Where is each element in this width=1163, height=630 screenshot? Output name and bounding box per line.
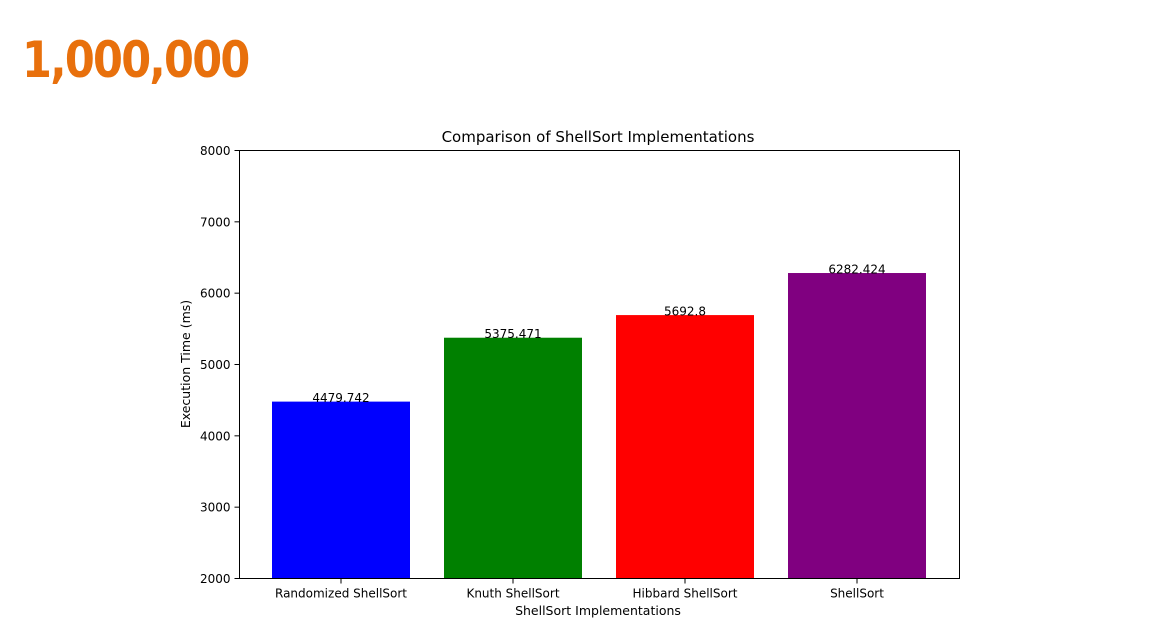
y-tick-label: 7000 [200, 215, 231, 229]
x-tick-label: Hibbard ShellSort [633, 587, 738, 601]
bar-value-label: 5375.471 [484, 327, 541, 341]
y-tick-label: 5000 [200, 358, 231, 372]
y-tick-label: 2000 [200, 572, 231, 586]
y-tick-label: 3000 [200, 501, 231, 515]
bar-hibbard-shellsort [616, 315, 754, 579]
y-tick-label: 4000 [200, 429, 231, 443]
bar-knuth-shellsort [444, 337, 582, 579]
bar-value-label: 4479.742 [312, 391, 369, 405]
chart-title: Comparison of ShellSort Implementations [442, 128, 755, 146]
y-axis: 2000 3000 4000 5000 6000 7000 8000 [200, 144, 240, 586]
y-axis-label: Execution Time (ms) [178, 300, 193, 428]
bar-value-label: 5692.8 [664, 305, 706, 319]
x-tick-label: Knuth ShellSort [466, 587, 559, 601]
x-axis: Randomized ShellSort Knuth ShellSort Hibba… [275, 578, 884, 601]
y-tick-label: 6000 [200, 287, 231, 301]
slide-heading: 1,000,000 [22, 31, 250, 89]
plot-frame [239, 150, 960, 579]
x-tick-label: Randomized ShellSort [275, 587, 407, 601]
bar-value-label: 6282.424 [828, 263, 885, 277]
bar-randomized-shellsort [272, 401, 410, 579]
x-axis-label: ShellSort Implementations [515, 603, 681, 618]
x-tick-label: ShellSort [830, 587, 884, 601]
bars-group: 4479.742 5375.471 5692.8 6282.424 [272, 263, 926, 579]
bar-shellsort [788, 273, 926, 579]
y-tick-label: 8000 [200, 144, 231, 158]
